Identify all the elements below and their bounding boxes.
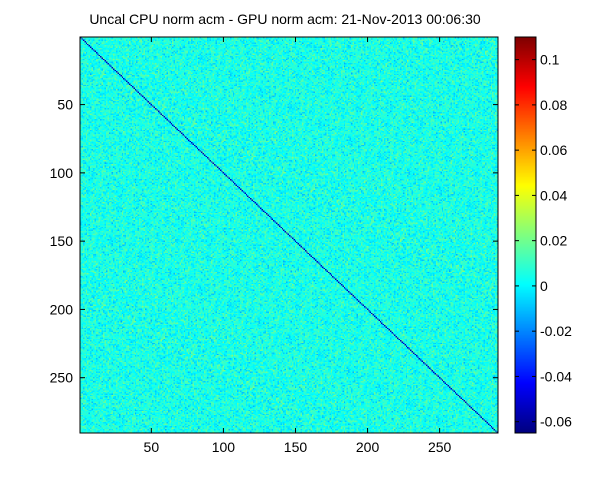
y-tick-label: 200 — [50, 301, 74, 317]
colorbar-tick-label: -0.04 — [540, 368, 572, 384]
colorbar-frame — [514, 36, 537, 434]
heatmap-plot: 50 100 150 200 250 50 100 150 200 250 — [50, 36, 499, 455]
x-axis: 50 100 150 200 250 — [144, 37, 452, 455]
chart-title: Uncal CPU norm acm - GPU norm acm: 21-No… — [89, 11, 481, 27]
x-tick-label: 250 — [428, 439, 452, 455]
x-tick-label: 200 — [356, 439, 380, 455]
y-tick-label: 250 — [50, 370, 74, 386]
x-tick-label: 100 — [212, 439, 236, 455]
colorbar-ticks: 0.1 0.08 0.06 0.04 0.02 0 -0.02 -0.04 -0.06 — [515, 52, 572, 430]
x-tick-label: 50 — [144, 439, 160, 455]
colorbar-gradient — [515, 37, 536, 433]
colorbar-tick-label: 0.02 — [540, 233, 567, 249]
plot-frame — [79, 36, 499, 434]
colorbar-tick-label: -0.02 — [540, 323, 572, 339]
colorbar: 0.1 0.08 0.06 0.04 0.02 0 -0.02 -0.04 -0.06 — [514, 36, 572, 434]
colorbar-tick-label: -0.06 — [540, 414, 572, 430]
colorbar-tick-label: 0.08 — [540, 97, 567, 113]
y-tick-label: 150 — [50, 233, 74, 249]
y-tick-label: 50 — [57, 97, 73, 113]
colorbar-tick-label: 0.04 — [540, 187, 567, 203]
y-tick-label: 100 — [50, 165, 74, 181]
colorbar-tick-label: 0.1 — [540, 52, 560, 68]
colorbar-tick-label: 0 — [540, 278, 548, 294]
colorbar-tick-label: 0.06 — [540, 142, 567, 158]
x-tick-label: 150 — [284, 439, 308, 455]
heatmap-image — [80, 37, 498, 433]
y-axis: 50 100 150 200 250 — [50, 97, 498, 386]
